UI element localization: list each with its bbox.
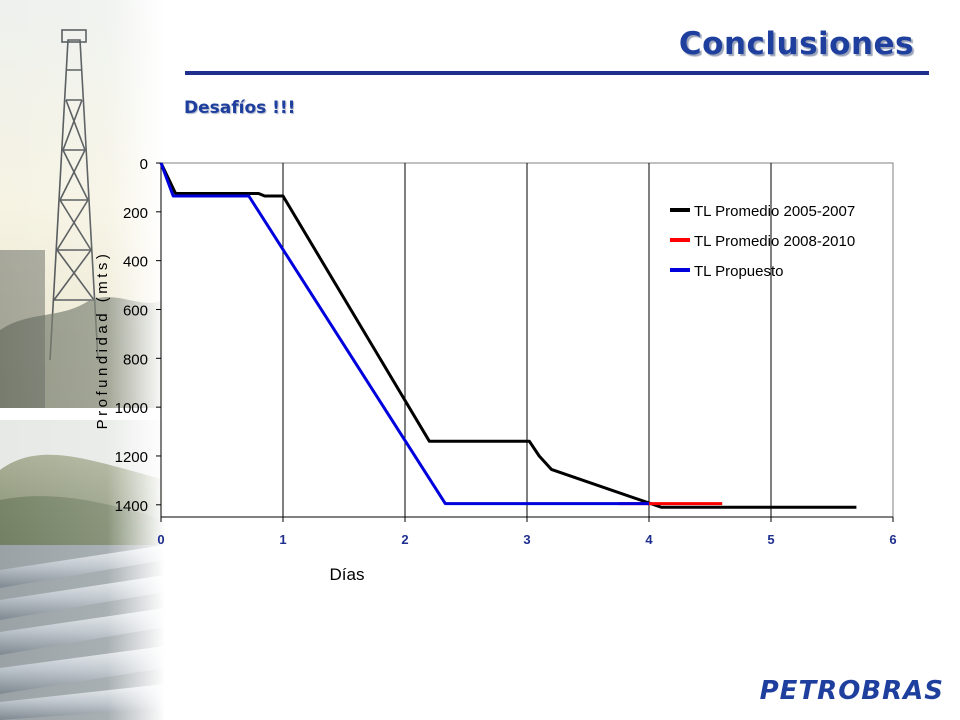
page-subtitle: Desafíos !!! xyxy=(184,98,296,118)
x-tick-label: 2 xyxy=(401,532,408,547)
x-tick-label: 3 xyxy=(523,532,530,547)
series-line-1 xyxy=(159,162,857,509)
x-tick-label: 1 xyxy=(279,532,286,547)
y-tick-label: 400 xyxy=(123,254,148,271)
y-tick-label: 0 xyxy=(140,156,148,173)
y-tick-label: 800 xyxy=(123,351,148,368)
y-tick-label: 1000 xyxy=(115,400,148,417)
x-tick-label: 5 xyxy=(767,532,774,547)
title-underline xyxy=(185,71,929,75)
x-tick-label: 0 xyxy=(157,532,164,547)
y-axis-title: Profundidad (mts) xyxy=(94,251,111,430)
legend-label: TL Propuesto xyxy=(694,263,784,280)
x-tick-label: 4 xyxy=(645,532,653,547)
petrobras-logo: PETROBRAS xyxy=(759,676,944,706)
series-line-3 xyxy=(159,162,649,506)
y-tick-label: 200 xyxy=(123,205,148,222)
x-axis-title: Días xyxy=(330,565,365,584)
page-title: Conclusiones xyxy=(678,26,914,62)
legend-label: TL Promedio 2005-2007 xyxy=(694,203,855,220)
oil-rig-photo xyxy=(0,0,165,720)
y-tick-label: 1400 xyxy=(115,498,148,515)
x-tick-label: 6 xyxy=(889,532,896,547)
y-tick-label: 600 xyxy=(123,302,148,319)
legend-label: TL Promedio 2008-2010 xyxy=(694,233,855,250)
y-tick-label: 1200 xyxy=(115,449,148,466)
